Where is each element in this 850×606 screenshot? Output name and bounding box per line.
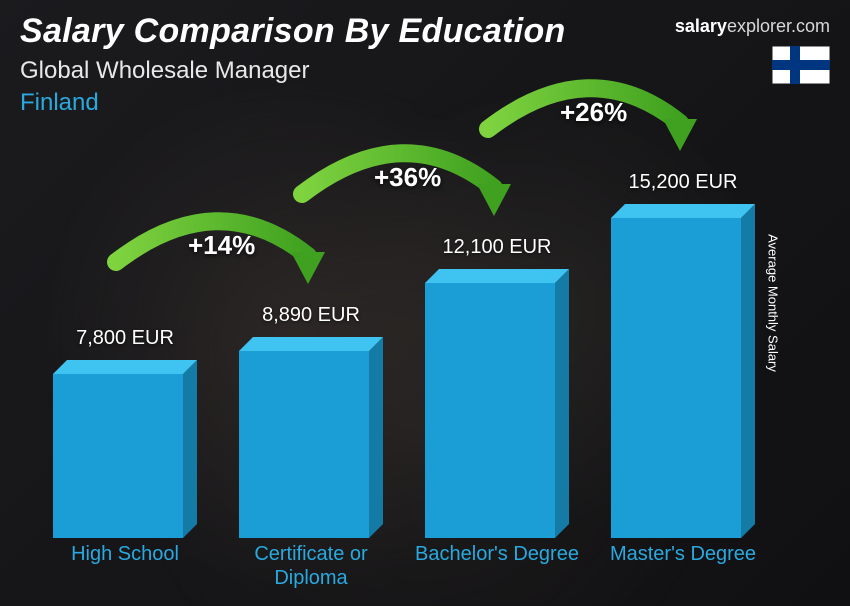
category-label: High School [40,542,210,566]
percent-increase-label: +14% [188,230,255,261]
percent-increase-label: +26% [560,97,627,128]
finland-flag-icon [772,46,830,84]
chart-container: Salary Comparison By Education Global Wh… [0,0,850,606]
bar-value-label: 15,200 EUR [629,171,738,194]
bar [60,360,190,538]
brand-rest: explorer.com [727,16,830,36]
bar [432,269,562,538]
bar-chart: 7,800 EUR 8,890 EUR 12,100 EUR 15,200 EU… [60,138,800,538]
bar-value-label: 12,100 EUR [443,236,552,259]
category-label: Master's Degree [598,542,768,566]
bar-value-label: 8,890 EUR [262,304,360,327]
percent-increase-label: +36% [374,162,441,193]
category-labels: High SchoolCertificate or DiplomaBachelo… [60,542,800,596]
bar-value-label: 7,800 EUR [76,327,174,350]
bar [246,337,376,538]
category-label: Bachelor's Degree [412,542,582,566]
category-label: Certificate or Diploma [226,542,396,590]
brand-bold: salary [675,16,727,36]
page-title: Salary Comparison By Education [20,12,566,51]
brand-logo: salaryexplorer.com [675,16,830,37]
bar [618,204,748,538]
